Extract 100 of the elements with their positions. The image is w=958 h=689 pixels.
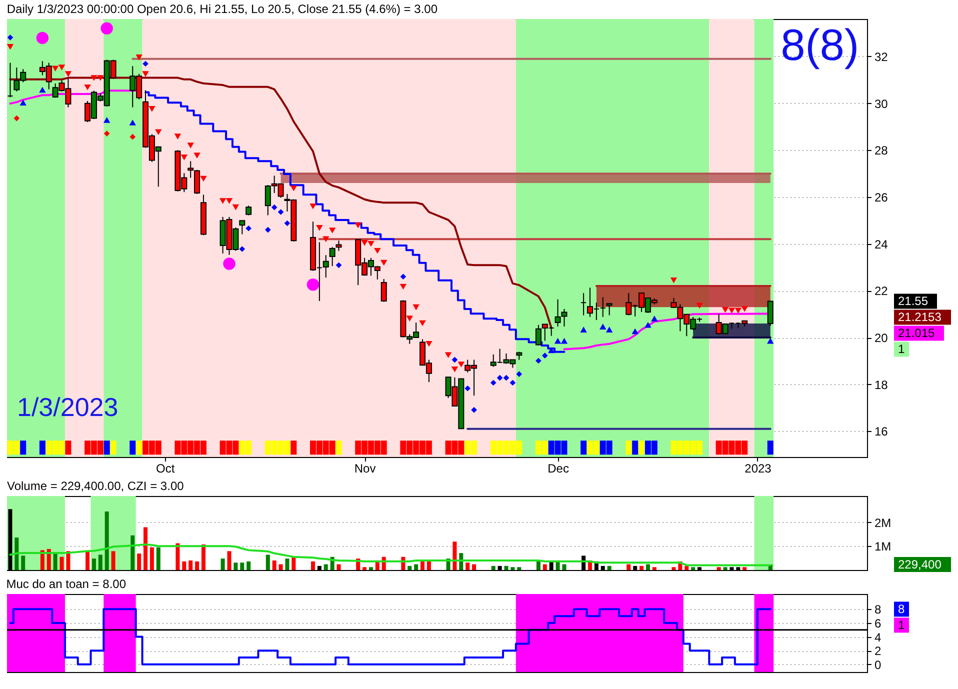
point xyxy=(606,326,613,332)
bar xyxy=(640,566,644,570)
bar xyxy=(104,512,109,570)
point xyxy=(246,225,252,232)
point xyxy=(503,374,510,381)
bar xyxy=(626,564,631,570)
bar xyxy=(652,567,656,570)
x-tick-label: Dec xyxy=(548,462,569,476)
point xyxy=(644,322,652,328)
bar xyxy=(86,551,90,570)
candlestick xyxy=(535,324,542,346)
y-tick-label: 2 xyxy=(874,644,882,658)
point xyxy=(510,380,516,386)
point xyxy=(722,307,729,313)
point xyxy=(148,106,156,112)
point xyxy=(14,115,20,122)
line-series xyxy=(9,543,772,566)
bar xyxy=(130,535,135,570)
bar xyxy=(92,558,96,570)
point xyxy=(310,203,316,210)
point xyxy=(406,316,413,322)
candlestick xyxy=(246,205,252,216)
text: 21.55 xyxy=(898,294,928,308)
point xyxy=(155,129,162,136)
candlestick xyxy=(580,292,587,316)
text: 8 xyxy=(898,602,905,616)
point xyxy=(232,204,240,210)
point xyxy=(306,278,320,291)
bar xyxy=(272,560,276,570)
point xyxy=(767,338,774,344)
text: 1 xyxy=(898,618,905,632)
bar xyxy=(362,567,367,570)
point xyxy=(464,385,471,392)
point xyxy=(104,130,110,136)
point xyxy=(734,308,742,314)
candlestick xyxy=(600,296,606,318)
bar xyxy=(408,566,412,570)
candlestick xyxy=(767,300,774,326)
y-tick-label: 20 xyxy=(874,331,888,346)
point xyxy=(490,380,496,386)
point xyxy=(84,84,91,90)
bar xyxy=(292,556,296,570)
point xyxy=(336,262,342,268)
bar xyxy=(266,554,270,570)
candlestick xyxy=(329,246,336,267)
point xyxy=(278,209,284,215)
point xyxy=(374,248,381,254)
bar xyxy=(517,567,522,570)
point xyxy=(554,338,562,344)
point xyxy=(6,44,14,50)
point xyxy=(200,176,207,182)
y-tick-label: 32 xyxy=(874,50,888,64)
bar xyxy=(510,567,515,570)
point xyxy=(97,75,104,81)
bar xyxy=(684,566,689,570)
y-tick-label: 16 xyxy=(874,424,888,439)
bar xyxy=(562,564,566,570)
text: 1 xyxy=(898,342,905,356)
bar xyxy=(466,562,470,570)
point xyxy=(239,246,246,252)
point xyxy=(316,225,323,231)
bar xyxy=(672,567,676,570)
annotation: 1/3/2023 xyxy=(17,392,118,422)
y-tick-label: 24 xyxy=(874,237,888,252)
point xyxy=(52,66,59,72)
point xyxy=(380,260,388,266)
chart-title: Daily 1/3/2023 00:00:00 Open 20.6, Hi 21.55, Lo 20.5, Close 21.55 (4.6%) = 3.00 xyxy=(6,2,438,16)
bar xyxy=(716,567,721,570)
point xyxy=(194,152,200,158)
point xyxy=(39,86,46,93)
y-tick-label: 18 xyxy=(874,378,888,392)
bar xyxy=(60,556,64,570)
point xyxy=(290,185,298,192)
point xyxy=(419,320,426,326)
y-tick-label: 2M xyxy=(874,516,892,530)
point xyxy=(452,356,458,363)
candlestick xyxy=(336,240,342,252)
point xyxy=(354,222,362,228)
bar xyxy=(504,566,508,570)
bar xyxy=(742,567,747,570)
point xyxy=(451,366,458,372)
point xyxy=(142,71,149,77)
bar xyxy=(220,558,225,570)
bar xyxy=(646,564,650,570)
point xyxy=(284,220,290,226)
candlestick xyxy=(188,160,194,178)
point xyxy=(728,308,736,314)
candlestick xyxy=(561,308,568,328)
text: 21.015 xyxy=(898,326,936,340)
bar xyxy=(98,554,102,570)
point xyxy=(223,258,236,270)
point xyxy=(7,34,14,40)
point xyxy=(361,240,368,246)
bar xyxy=(285,558,290,570)
x-tick-label: 2023 xyxy=(744,462,772,476)
point xyxy=(264,226,271,233)
bar xyxy=(278,564,283,570)
bar xyxy=(21,556,26,570)
y-tick-label: 8 xyxy=(874,602,882,617)
bar xyxy=(472,564,476,570)
